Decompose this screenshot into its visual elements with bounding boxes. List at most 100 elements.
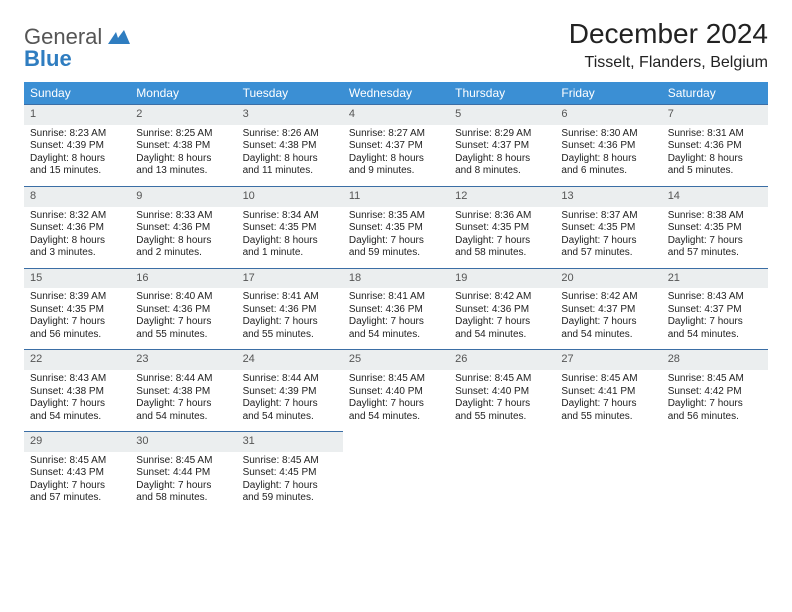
day-content-cell: Sunrise: 8:44 AMSunset: 4:39 PMDaylight:… xyxy=(237,370,343,432)
sunrise-text: Sunrise: 8:42 AM xyxy=(455,291,549,304)
content-row: Sunrise: 8:23 AMSunset: 4:39 PMDaylight:… xyxy=(24,125,768,187)
sunrise-text: Sunrise: 8:30 AM xyxy=(561,128,655,141)
weekday-header: Monday xyxy=(130,82,236,105)
day-number-cell: 30 xyxy=(130,432,236,452)
day-number-cell: 19 xyxy=(449,268,555,288)
sunrise-text: Sunrise: 8:44 AM xyxy=(136,373,230,386)
daylight-text: Daylight: 7 hours and 57 minutes. xyxy=(30,480,124,505)
day-content-cell: Sunrise: 8:45 AMSunset: 4:45 PMDaylight:… xyxy=(237,452,343,513)
sunset-text: Sunset: 4:36 PM xyxy=(243,304,337,317)
day-number-cell: 8 xyxy=(24,186,130,206)
day-content-cell: Sunrise: 8:41 AMSunset: 4:36 PMDaylight:… xyxy=(343,288,449,350)
daylight-text: Daylight: 7 hours and 54 minutes. xyxy=(349,398,443,423)
daylight-text: Daylight: 7 hours and 54 minutes. xyxy=(30,398,124,423)
daylight-text: Daylight: 7 hours and 54 minutes. xyxy=(561,316,655,341)
sunset-text: Sunset: 4:45 PM xyxy=(243,467,337,480)
daylight-text: Daylight: 7 hours and 54 minutes. xyxy=(136,398,230,423)
day-number-cell: 6 xyxy=(555,105,661,125)
logo-text: General Blue xyxy=(24,24,130,72)
sunset-text: Sunset: 4:38 PM xyxy=(30,386,124,399)
day-content-cell: Sunrise: 8:44 AMSunset: 4:38 PMDaylight:… xyxy=(130,370,236,432)
sunset-text: Sunset: 4:44 PM xyxy=(136,467,230,480)
month-title: December 2024 xyxy=(569,18,768,50)
content-row: Sunrise: 8:45 AMSunset: 4:43 PMDaylight:… xyxy=(24,452,768,513)
daylight-text: Daylight: 7 hours and 54 minutes. xyxy=(668,316,762,341)
daylight-text: Daylight: 7 hours and 58 minutes. xyxy=(136,480,230,505)
sunset-text: Sunset: 4:39 PM xyxy=(243,386,337,399)
sunset-text: Sunset: 4:35 PM xyxy=(668,222,762,235)
page-header: General Blue December 2024 Tisselt, Flan… xyxy=(24,18,768,72)
sunset-text: Sunset: 4:36 PM xyxy=(349,304,443,317)
day-content-cell: Sunrise: 8:39 AMSunset: 4:35 PMDaylight:… xyxy=(24,288,130,350)
day-content-cell: Sunrise: 8:37 AMSunset: 4:35 PMDaylight:… xyxy=(555,207,661,269)
day-number-cell: 13 xyxy=(555,186,661,206)
sunrise-text: Sunrise: 8:45 AM xyxy=(30,455,124,468)
day-content-cell xyxy=(449,452,555,513)
daylight-text: Daylight: 7 hours and 54 minutes. xyxy=(349,316,443,341)
day-number-cell xyxy=(555,432,661,452)
day-number-cell xyxy=(449,432,555,452)
sunset-text: Sunset: 4:36 PM xyxy=(668,140,762,153)
day-content-cell: Sunrise: 8:42 AMSunset: 4:36 PMDaylight:… xyxy=(449,288,555,350)
sunrise-text: Sunrise: 8:40 AM xyxy=(136,291,230,304)
sunrise-text: Sunrise: 8:39 AM xyxy=(30,291,124,304)
daylight-text: Daylight: 8 hours and 8 minutes. xyxy=(455,153,549,178)
day-content-cell: Sunrise: 8:45 AMSunset: 4:44 PMDaylight:… xyxy=(130,452,236,513)
day-content-cell: Sunrise: 8:40 AMSunset: 4:36 PMDaylight:… xyxy=(130,288,236,350)
day-number-cell xyxy=(662,432,768,452)
day-content-cell xyxy=(343,452,449,513)
sunset-text: Sunset: 4:41 PM xyxy=(561,386,655,399)
content-row: Sunrise: 8:39 AMSunset: 4:35 PMDaylight:… xyxy=(24,288,768,350)
day-content-cell: Sunrise: 8:42 AMSunset: 4:37 PMDaylight:… xyxy=(555,288,661,350)
logo: General Blue xyxy=(24,18,130,72)
daylight-text: Daylight: 8 hours and 3 minutes. xyxy=(30,235,124,260)
day-content-cell: Sunrise: 8:32 AMSunset: 4:36 PMDaylight:… xyxy=(24,207,130,269)
day-number-cell: 26 xyxy=(449,350,555,370)
daynum-row: 891011121314 xyxy=(24,186,768,206)
day-content-cell: Sunrise: 8:45 AMSunset: 4:43 PMDaylight:… xyxy=(24,452,130,513)
sunset-text: Sunset: 4:38 PM xyxy=(243,140,337,153)
daylight-text: Daylight: 8 hours and 9 minutes. xyxy=(349,153,443,178)
wave-icon xyxy=(108,24,130,50)
daylight-text: Daylight: 7 hours and 54 minutes. xyxy=(455,316,549,341)
daynum-row: 15161718192021 xyxy=(24,268,768,288)
weekday-header: Thursday xyxy=(449,82,555,105)
sunset-text: Sunset: 4:39 PM xyxy=(30,140,124,153)
day-content-cell: Sunrise: 8:38 AMSunset: 4:35 PMDaylight:… xyxy=(662,207,768,269)
sunset-text: Sunset: 4:36 PM xyxy=(136,222,230,235)
sunrise-text: Sunrise: 8:45 AM xyxy=(561,373,655,386)
daynum-row: 293031 xyxy=(24,432,768,452)
daylight-text: Daylight: 7 hours and 56 minutes. xyxy=(668,398,762,423)
weekday-header: Wednesday xyxy=(343,82,449,105)
sunrise-text: Sunrise: 8:26 AM xyxy=(243,128,337,141)
day-number-cell: 25 xyxy=(343,350,449,370)
day-number-cell: 4 xyxy=(343,105,449,125)
day-content-cell: Sunrise: 8:27 AMSunset: 4:37 PMDaylight:… xyxy=(343,125,449,187)
sunset-text: Sunset: 4:37 PM xyxy=(349,140,443,153)
sunrise-text: Sunrise: 8:34 AM xyxy=(243,210,337,223)
sunset-text: Sunset: 4:42 PM xyxy=(668,386,762,399)
daylight-text: Daylight: 8 hours and 11 minutes. xyxy=(243,153,337,178)
day-content-cell: Sunrise: 8:29 AMSunset: 4:37 PMDaylight:… xyxy=(449,125,555,187)
day-number-cell: 28 xyxy=(662,350,768,370)
day-content-cell: Sunrise: 8:33 AMSunset: 4:36 PMDaylight:… xyxy=(130,207,236,269)
daylight-text: Daylight: 7 hours and 56 minutes. xyxy=(30,316,124,341)
sunset-text: Sunset: 4:43 PM xyxy=(30,467,124,480)
day-number-cell: 17 xyxy=(237,268,343,288)
content-row: Sunrise: 8:43 AMSunset: 4:38 PMDaylight:… xyxy=(24,370,768,432)
day-number-cell: 1 xyxy=(24,105,130,125)
day-number-cell: 16 xyxy=(130,268,236,288)
location: Tisselt, Flanders, Belgium xyxy=(569,54,768,72)
sunset-text: Sunset: 4:36 PM xyxy=(136,304,230,317)
day-content-cell: Sunrise: 8:45 AMSunset: 4:41 PMDaylight:… xyxy=(555,370,661,432)
day-number-cell: 5 xyxy=(449,105,555,125)
content-row: Sunrise: 8:32 AMSunset: 4:36 PMDaylight:… xyxy=(24,207,768,269)
sunrise-text: Sunrise: 8:45 AM xyxy=(136,455,230,468)
day-content-cell xyxy=(662,452,768,513)
weekday-header: Sunday xyxy=(24,82,130,105)
day-number-cell: 24 xyxy=(237,350,343,370)
day-number-cell xyxy=(343,432,449,452)
day-number-cell: 15 xyxy=(24,268,130,288)
day-content-cell: Sunrise: 8:35 AMSunset: 4:35 PMDaylight:… xyxy=(343,207,449,269)
day-content-cell: Sunrise: 8:36 AMSunset: 4:35 PMDaylight:… xyxy=(449,207,555,269)
